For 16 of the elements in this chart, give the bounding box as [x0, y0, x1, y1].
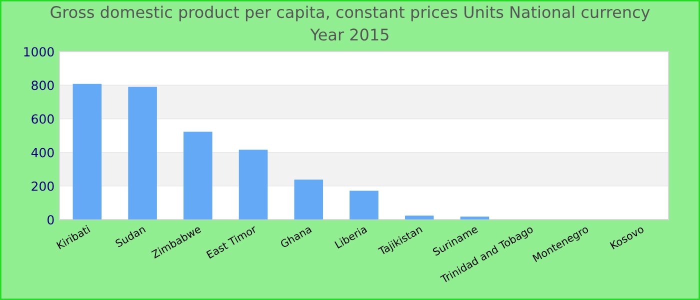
y-tick-label: 200: [32, 181, 54, 191]
y-tick-label: 1000: [24, 47, 54, 57]
bar: [460, 216, 490, 220]
chart-subtitle: Year 2015: [310, 28, 388, 41]
bar: [72, 84, 102, 220]
bar: [238, 150, 268, 220]
y-tick-label: 0: [48, 215, 54, 225]
y-tick-label: 800: [32, 80, 54, 90]
chart-title: Gross domestic product per capita, constant prices Units National currency: [50, 6, 650, 22]
bar: [350, 190, 378, 220]
bar: [128, 86, 157, 220]
bar: [184, 132, 212, 220]
y-tick-label: 600: [32, 114, 54, 124]
bar: [294, 180, 324, 220]
y-tick-label: 400: [31, 148, 54, 158]
bar: [404, 216, 434, 220]
